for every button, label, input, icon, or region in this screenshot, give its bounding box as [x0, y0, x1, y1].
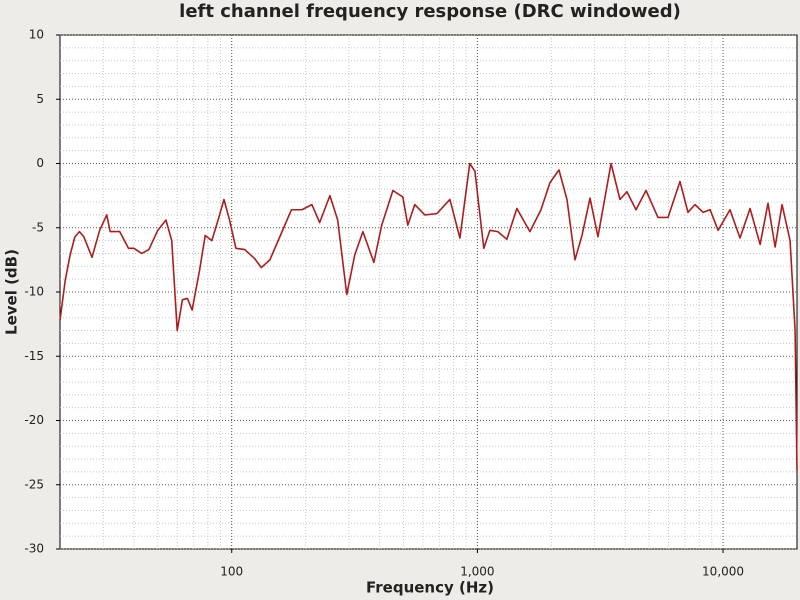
y-tick-label: -25 [24, 477, 44, 491]
x-tick-label: 100 [220, 565, 243, 579]
plot-area [59, 34, 798, 550]
y-axis-label: Level (dB) [3, 249, 21, 335]
y-tick-label: -15 [24, 349, 44, 363]
y-tick-label: -30 [24, 542, 44, 556]
data-line [59, 162, 798, 471]
y-tick-label: -10 [24, 285, 44, 299]
x-axis-label: Frequency (Hz) [366, 579, 494, 597]
y-tick-label: 5 [36, 92, 44, 106]
y-tick-label: 10 [29, 28, 44, 42]
x-tick-label: 10,000 [702, 565, 744, 579]
y-tick-label: -5 [32, 220, 44, 234]
chart-title: left channel frequency response (DRC win… [179, 1, 681, 22]
x-tick-label: 1,000 [460, 565, 494, 579]
y-tick-label: 0 [36, 156, 44, 170]
y-tick-label: -20 [24, 413, 44, 427]
